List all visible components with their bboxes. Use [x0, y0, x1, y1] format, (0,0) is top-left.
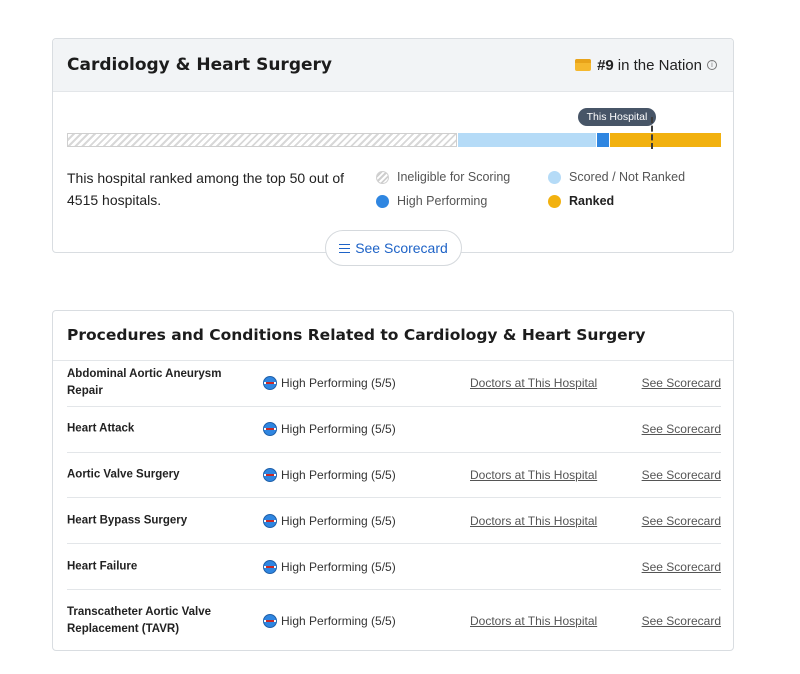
performance-rating: High Performing (5/5): [263, 376, 396, 391]
bar-segment-high-performing: [597, 133, 609, 147]
bar-segment-ineligible: [67, 133, 457, 147]
legend-ineligible: Ineligible for Scoring: [376, 170, 510, 184]
doctors-link[interactable]: Doctors at This Hospital: [470, 613, 598, 628]
specialty-title: Cardiology & Heart Surgery: [67, 55, 332, 75]
rating-text: High Performing (5/5): [281, 467, 396, 482]
doctors-link[interactable]: Doctors at This Hospital: [470, 513, 598, 528]
blue-dot-icon: [376, 194, 389, 208]
rating-text: High Performing (5/5): [281, 513, 396, 528]
performance-rating: High Performing (5/5): [263, 559, 396, 574]
rank-text: in the Nation: [617, 56, 702, 74]
rating-text: High Performing (5/5): [281, 376, 396, 391]
high-performing-icon: [263, 422, 277, 437]
performance-rating: High Performing (5/5): [263, 513, 396, 528]
see-scorecard-link[interactable]: See Scorecard: [641, 467, 721, 482]
procedure-name: Heart Failure: [67, 560, 138, 573]
procedures-table: Abdominal Aortic Aneurysm Repair High Pe…: [67, 361, 721, 652]
doctors-link[interactable]: Doctors at This Hospital: [470, 467, 598, 482]
procedure-name: Heart Bypass Surgery: [67, 514, 188, 527]
rating-text: High Performing (5/5): [281, 422, 396, 437]
badge-icon: [575, 59, 592, 71]
high-performing-icon: [263, 559, 277, 574]
performance-rating: High Performing (5/5): [263, 422, 396, 437]
see-scorecard-link[interactable]: See Scorecard: [641, 513, 721, 528]
see-scorecard-button[interactable]: See Scorecard: [325, 230, 462, 266]
specialty-card: Cardiology & Heart Surgery #9 in the Nat…: [52, 38, 734, 266]
rating-text: High Performing (5/5): [281, 613, 396, 628]
high-performing-icon: [263, 376, 277, 391]
see-scorecard-link[interactable]: See Scorecard: [641, 422, 721, 437]
legend-ineligible-label: Ineligible for Scoring: [397, 170, 511, 184]
procedure-name: Aortic Valve Surgery: [67, 468, 180, 481]
this-hospital-marker: [651, 117, 653, 149]
procedures-title: Procedures and Conditions Related to Car…: [67, 326, 646, 344]
see-scorecard-link[interactable]: See Scorecard: [641, 376, 721, 391]
ranking-bar: [67, 133, 721, 147]
procedures-card: Procedures and Conditions Related to Car…: [52, 310, 734, 651]
high-performing-icon: [263, 467, 277, 482]
table-row: Heart Bypass Surgery High Performing (5/…: [67, 498, 721, 545]
national-rank: #9 in the Nation i: [575, 55, 717, 75]
high-performing-icon: [263, 613, 277, 628]
info-icon[interactable]: i: [707, 60, 717, 70]
specialty-card-header: Cardiology & Heart Surgery #9 in the Nat…: [53, 39, 733, 92]
procedure-name: Abdominal Aortic Aneurysm Repair: [67, 368, 222, 398]
table-row: Heart Attack High Performing (5/5) See S…: [67, 407, 721, 453]
hatched-dot-icon: [376, 170, 389, 184]
performance-rating: High Performing (5/5): [263, 613, 396, 628]
this-hospital-label: This Hospital: [578, 108, 656, 126]
bar-segment-ranked: [610, 133, 721, 147]
see-scorecard-label: See Scorecard: [355, 240, 448, 256]
doctors-link[interactable]: Doctors at This Hospital: [470, 376, 598, 391]
legend-ranked-label: Ranked: [569, 194, 615, 208]
see-scorecard-link[interactable]: See Scorecard: [641, 613, 721, 628]
legend-high-performing: High Performing: [376, 194, 487, 208]
list-icon: [339, 243, 351, 253]
see-scorecard-link[interactable]: See Scorecard: [641, 559, 721, 574]
high-performing-icon: [263, 513, 277, 528]
procedures-card-header: Procedures and Conditions Related to Car…: [53, 311, 733, 361]
table-row: Transcatheter Aortic Valve Replacement (…: [67, 590, 721, 652]
rating-text: High Performing (5/5): [281, 559, 396, 574]
legend-ranked: Ranked: [548, 194, 614, 208]
legend-scored-label: Scored / Not Ranked: [569, 170, 686, 184]
light-blue-dot-icon: [548, 170, 561, 184]
procedure-name: Heart Attack: [67, 422, 135, 435]
procedure-name: Transcatheter Aortic Valve Replacement (…: [67, 605, 212, 635]
bar-segment-scored: [458, 133, 596, 147]
legend-high-label: High Performing: [397, 194, 488, 208]
rank-number: #9: [597, 56, 614, 74]
table-row: Aortic Valve Surgery High Performing (5/…: [67, 453, 721, 499]
table-row: Abdominal Aortic Aneurysm Repair High Pe…: [67, 361, 721, 407]
ranking-summary: This hospital ranked among the top 50 ou…: [67, 170, 345, 208]
legend-scored: Scored / Not Ranked: [548, 170, 685, 184]
table-row: Heart Failure High Performing (5/5) See …: [67, 544, 721, 590]
gold-dot-icon: [548, 194, 561, 208]
performance-rating: High Performing (5/5): [263, 467, 396, 482]
